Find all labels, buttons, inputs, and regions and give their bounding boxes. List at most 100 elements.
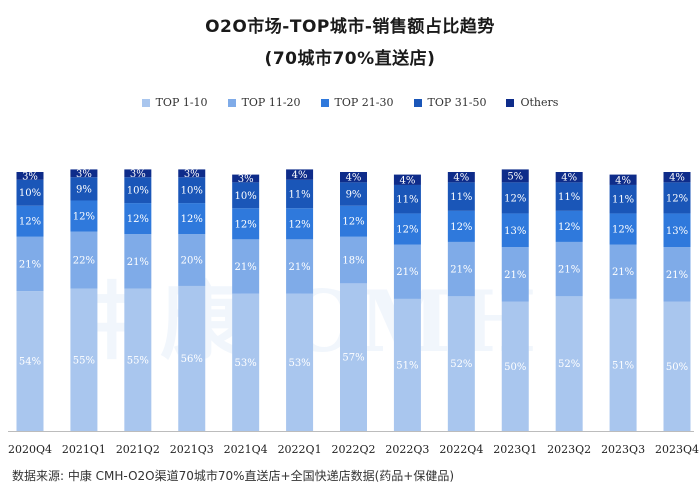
bar-segment-2021Q3-2 (178, 203, 206, 235)
bar-segment-2021Q3-1 (178, 234, 206, 286)
bar-segment-2021Q4-0 (232, 293, 260, 431)
legend-label: TOP 11-20 (241, 96, 301, 109)
x-tick-label: 2023Q2 (547, 443, 591, 456)
bar-segment-2022Q3-0 (393, 298, 421, 431)
data-label: 21% (19, 259, 41, 270)
legend-label: Others (520, 96, 559, 109)
data-label: 22% (73, 256, 95, 267)
bar-segment-2022Q1-3 (286, 179, 314, 209)
bar-segment-2022Q3-3 (393, 184, 421, 214)
bar-segment-2023Q4-1 (663, 247, 691, 302)
bar-segment-2021Q4-1 (232, 239, 260, 294)
legend-swatch (413, 98, 422, 107)
bar-segment-2021Q2-0 (124, 288, 152, 431)
data-label: 21% (504, 270, 526, 281)
data-label: 9% (346, 190, 362, 201)
bar-segment-2023Q1-4 (501, 169, 529, 183)
bar-segment-2022Q2-1 (340, 236, 367, 284)
data-label: 3% (238, 174, 254, 185)
bar-segment-2023Q3-2 (609, 213, 637, 245)
data-label: 12% (127, 214, 149, 225)
bar-segment-2023Q2-2 (555, 210, 583, 242)
legend: TOP 1-10 TOP 11-20 TOP 21-30 TOP 31-50 Other… (0, 96, 700, 109)
bar-segment-2021Q2-3 (124, 177, 152, 204)
data-label: 12% (504, 193, 526, 204)
legend-swatch (506, 98, 515, 107)
bar-segment-2023Q1-1 (501, 247, 529, 302)
data-label: 12% (450, 222, 472, 233)
legend-label: TOP 1-10 (155, 96, 208, 109)
bar-segment-2022Q3-2 (393, 213, 421, 245)
bar-segment-2023Q4-4 (663, 172, 691, 183)
bar-segment-2021Q4-3 (232, 182, 260, 209)
data-label: 13% (666, 226, 688, 237)
bar-segment-2022Q2-2 (340, 205, 367, 237)
legend-swatch (141, 98, 150, 107)
data-label: 9% (76, 184, 92, 195)
chart-subtitle: (70城市70%直送店) (264, 49, 436, 69)
bar-segment-2022Q4-2 (447, 210, 475, 242)
bar-segment-2023Q3-0 (609, 298, 637, 431)
bar-segment-2022Q2-3 (340, 182, 367, 206)
data-label: 11% (558, 192, 580, 203)
legend-label: TOP 31-50 (427, 96, 487, 109)
data-label: 51% (612, 360, 634, 371)
bar-segment-2023Q2-3 (555, 182, 583, 211)
bar-segment-2020Q4-1 (16, 236, 44, 292)
data-label: 4% (399, 175, 415, 186)
data-label: 10% (127, 186, 149, 197)
x-tick-label: 2021Q1 (62, 443, 106, 456)
legend-item-2: TOP 21-30 (320, 96, 394, 109)
data-label: 12% (73, 212, 95, 223)
bar-segment-2021Q2-4 (124, 169, 152, 178)
data-label: 21% (450, 265, 472, 276)
legend-label: TOP 21-30 (334, 96, 394, 109)
bar-segment-2023Q1-3 (501, 182, 529, 214)
data-label: 20% (181, 256, 203, 267)
x-tick-label: 2020Q4 (8, 443, 52, 456)
bar-segment-2022Q3-1 (393, 244, 421, 299)
bar-segment-2023Q4-2 (663, 213, 691, 248)
data-label: 4% (669, 173, 685, 184)
bar-segment-2021Q3-0 (178, 285, 206, 431)
data-label: 3% (22, 171, 38, 182)
data-label: 12% (181, 214, 203, 225)
data-label: 52% (450, 359, 472, 370)
x-tick-label: 2021Q3 (170, 443, 214, 456)
data-label: 53% (288, 358, 310, 369)
data-label: 12% (19, 217, 41, 228)
x-tick-label: 2023Q4 (655, 443, 699, 456)
data-label: 12% (396, 224, 418, 235)
bar-segment-2023Q2-1 (555, 241, 583, 297)
data-label: 12% (558, 222, 580, 233)
x-tick-label: 2022Q2 (331, 443, 375, 456)
data-label: 50% (666, 362, 688, 373)
data-label: 53% (235, 358, 257, 369)
bar-segment-2020Q4-0 (16, 291, 44, 431)
bar-segment-2021Q2-1 (124, 234, 152, 289)
data-label: 10% (19, 188, 41, 199)
bar-segment-2022Q4-4 (447, 172, 475, 183)
data-label: 3% (184, 169, 200, 180)
bar-segment-2022Q4-0 (447, 296, 475, 431)
bar-segment-2022Q2-0 (340, 283, 367, 431)
data-label: 10% (181, 186, 203, 197)
data-label: 12% (666, 193, 688, 204)
data-label: 4% (292, 170, 308, 181)
data-label: 3% (76, 169, 92, 180)
bar-segment-2023Q4-0 (663, 301, 691, 431)
bar-segment-2022Q2-4 (340, 172, 367, 183)
bar-segment-2022Q4-3 (447, 182, 475, 211)
bar-segment-2021Q4-4 (232, 174, 260, 183)
bar-segment-2022Q1-2 (286, 208, 314, 240)
bar-segment-2023Q4-3 (663, 182, 691, 214)
data-label: 21% (235, 262, 257, 273)
bar-segment-2022Q1-1 (286, 239, 314, 294)
bar-segment-2020Q4-2 (16, 205, 44, 237)
legend-swatch (320, 98, 329, 107)
bar-segment-2022Q1-0 (286, 293, 314, 431)
bar-segment-2021Q3-3 (178, 177, 206, 204)
x-tick-label: 2022Q1 (278, 443, 322, 456)
data-label: 12% (235, 219, 257, 230)
